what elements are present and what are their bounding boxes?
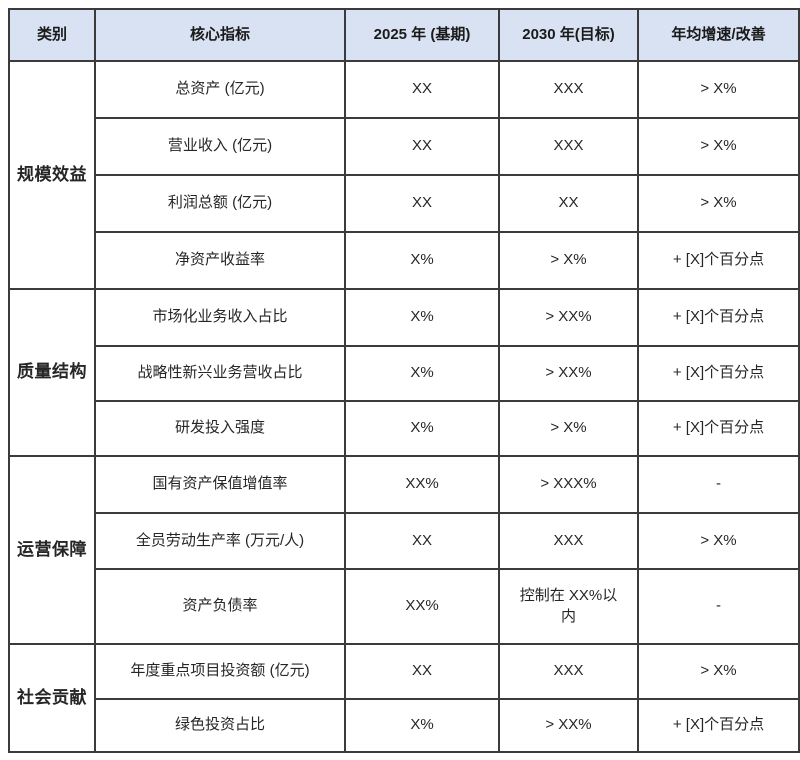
base-value-cell: XX [344, 643, 500, 700]
table-row: 规模效益 总资产 (亿元) XX XXX > X% [8, 60, 800, 290]
header-growth: 年均增速/改善 [637, 8, 800, 62]
indicator-cell: 全员劳动生产率 (万元/人) [94, 512, 346, 570]
indicator-cell: 国有资产保值增值率 [94, 455, 346, 514]
indicator-cell: 绿色投资占比 [94, 698, 346, 753]
target-value-cell: > XX% [498, 698, 639, 753]
category-cell-operation-support: 运营保障 [8, 455, 96, 645]
target-value-cell: XXX [498, 512, 639, 570]
base-value-cell: XX [344, 512, 500, 570]
table-row: 全员劳动生产率 (万元/人) XX XXX > X% [9, 512, 800, 570]
growth-value-cell: > X% [637, 60, 800, 119]
indicator-cell: 总资产 (亿元) [94, 60, 346, 119]
target-value-cell: > X% [498, 231, 639, 290]
growth-value-cell: + [X]个百分点 [637, 345, 800, 402]
growth-value-cell: > X% [637, 643, 800, 700]
target-value-cell: > X% [498, 400, 639, 457]
base-value-cell: XX% [344, 455, 500, 514]
target-value-cell: XX [498, 174, 639, 233]
target-value-cell: XXX [498, 643, 639, 700]
table-row: 绿色投资占比 X% > XX% + [X]个百分点 [9, 698, 800, 753]
target-value-cell: > XX% [498, 345, 639, 402]
indicator-cell: 战略性新兴业务营收占比 [94, 345, 346, 402]
category-cell-scale-benefit: 规模效益 [8, 60, 96, 290]
header-base-2025: 2025 年 (基期) [344, 8, 500, 62]
header-row: 类别 核心指标 2025 年 (基期) 2030 年(目标) 年均增速/改善 [8, 8, 800, 62]
growth-value-cell: + [X]个百分点 [637, 698, 800, 753]
base-value-cell: XX [344, 117, 500, 176]
kpi-table: 类别 核心指标 2025 年 (基期) 2030 年(目标) 年均增速/改善 规… [8, 8, 800, 753]
table-row: 净资产收益率 X% > X% + [X]个百分点 [9, 231, 800, 290]
table-row: 运营保障 国有资产保值增值率 XX% > XXX% - [8, 455, 800, 645]
base-value-cell: XX [344, 60, 500, 119]
header-category: 类别 [8, 8, 96, 62]
growth-value-cell: - [637, 455, 800, 514]
base-value-cell: XX% [344, 568, 500, 645]
indicator-cell: 营业收入 (亿元) [94, 117, 346, 176]
table-row: 研发投入强度 X% > X% + [X]个百分点 [9, 400, 800, 457]
base-value-cell: XX [344, 174, 500, 233]
growth-value-cell: - [637, 568, 800, 645]
indicator-cell: 净资产收益率 [94, 231, 346, 290]
growth-value-cell: + [X]个百分点 [637, 400, 800, 457]
target-value-cell: 控制在 XX%以内 [498, 568, 639, 645]
target-value-cell: XXX [498, 60, 639, 119]
table-row: 营业收入 (亿元) XX XXX > X% [9, 117, 800, 176]
table-row: 社会贡献 年度重点项目投资额 (亿元) XX XXX > X% [8, 643, 800, 753]
indicator-cell: 研发投入强度 [94, 400, 346, 457]
growth-value-cell: > X% [637, 117, 800, 176]
indicator-cell: 市场化业务收入占比 [94, 288, 346, 347]
table-row: 利润总额 (亿元) XX XX > X% [9, 174, 800, 233]
growth-value-cell: + [X]个百分点 [637, 231, 800, 290]
indicator-cell: 利润总额 (亿元) [94, 174, 346, 233]
category-cell-quality-structure: 质量结构 [8, 288, 96, 457]
header-target-2030: 2030 年(目标) [498, 8, 639, 62]
growth-value-cell: > X% [637, 512, 800, 570]
target-value-cell: > XXX% [498, 455, 639, 514]
header-indicator: 核心指标 [94, 8, 346, 62]
base-value-cell: X% [344, 698, 500, 753]
base-value-cell: X% [344, 231, 500, 290]
table-row: 资产负债率 XX% 控制在 XX%以内 - [9, 568, 800, 645]
growth-value-cell: + [X]个百分点 [637, 288, 800, 347]
base-value-cell: X% [344, 400, 500, 457]
base-value-cell: X% [344, 288, 500, 347]
indicator-cell: 年度重点项目投资额 (亿元) [94, 643, 346, 700]
base-value-cell: X% [344, 345, 500, 402]
target-value-text: 控制在 XX%以内 [519, 587, 618, 625]
indicator-cell: 资产负债率 [94, 568, 346, 645]
category-cell-social-contribution: 社会贡献 [8, 643, 96, 753]
table-row: 战略性新兴业务营收占比 X% > XX% + [X]个百分点 [9, 345, 800, 402]
target-value-cell: XXX [498, 117, 639, 176]
target-value-cell: > XX% [498, 288, 639, 347]
table-row: 质量结构 市场化业务收入占比 X% > XX% + [X]个百分点 [8, 288, 800, 457]
growth-value-cell: > X% [637, 174, 800, 233]
